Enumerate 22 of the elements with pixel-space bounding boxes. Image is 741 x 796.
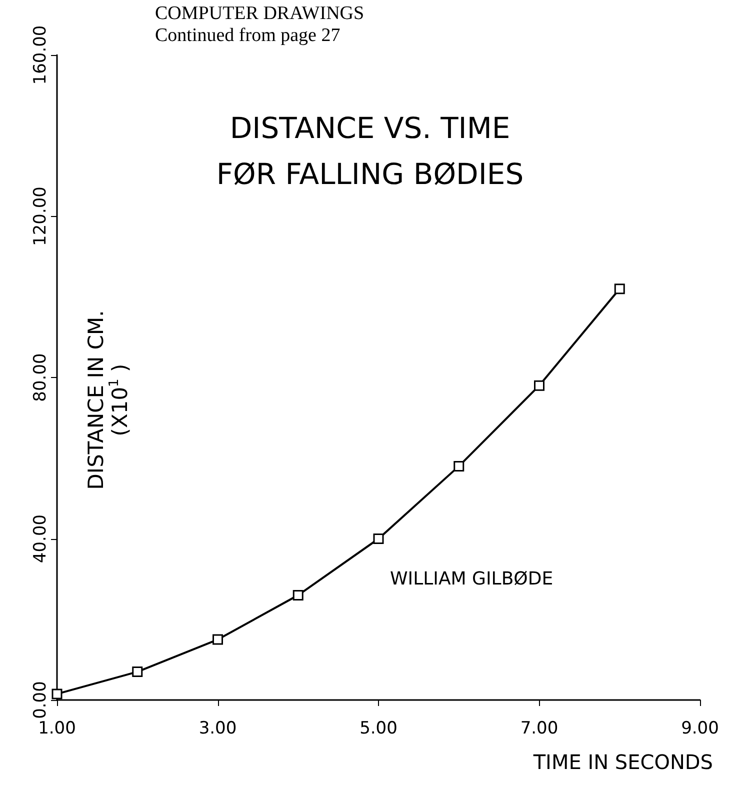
annotation: WILLIAM GILBØDE xyxy=(390,568,554,590)
y-tick-label: 80.00 xyxy=(30,353,50,402)
y-tick-label: 120.00 xyxy=(30,186,50,246)
y-tick-label: 160.00 xyxy=(30,25,50,85)
point xyxy=(132,666,143,678)
x-tick-label: 5.00 xyxy=(360,718,398,738)
x-axis-title: TIME IN SECONDS xyxy=(532,750,714,774)
point xyxy=(212,634,223,645)
point xyxy=(534,380,544,391)
x-tick-label: 1.00 xyxy=(38,718,76,738)
y-tick-label: 0.00 xyxy=(30,681,50,719)
text: Continued from page 27 xyxy=(155,25,340,46)
point xyxy=(373,534,384,544)
y-tick-label: 40.00 xyxy=(30,514,50,564)
x-tick-label: 9.00 xyxy=(681,718,719,738)
x-tick-label: 3.00 xyxy=(198,718,237,738)
point xyxy=(292,590,304,600)
text: COMPUTER DRAWINGS xyxy=(155,3,364,24)
text: DISTANCE VS. TIME FØR FALLING BØDIES xyxy=(216,111,524,191)
point xyxy=(614,284,625,294)
x-tick-label: 7.00 xyxy=(520,718,558,738)
point xyxy=(454,460,464,472)
